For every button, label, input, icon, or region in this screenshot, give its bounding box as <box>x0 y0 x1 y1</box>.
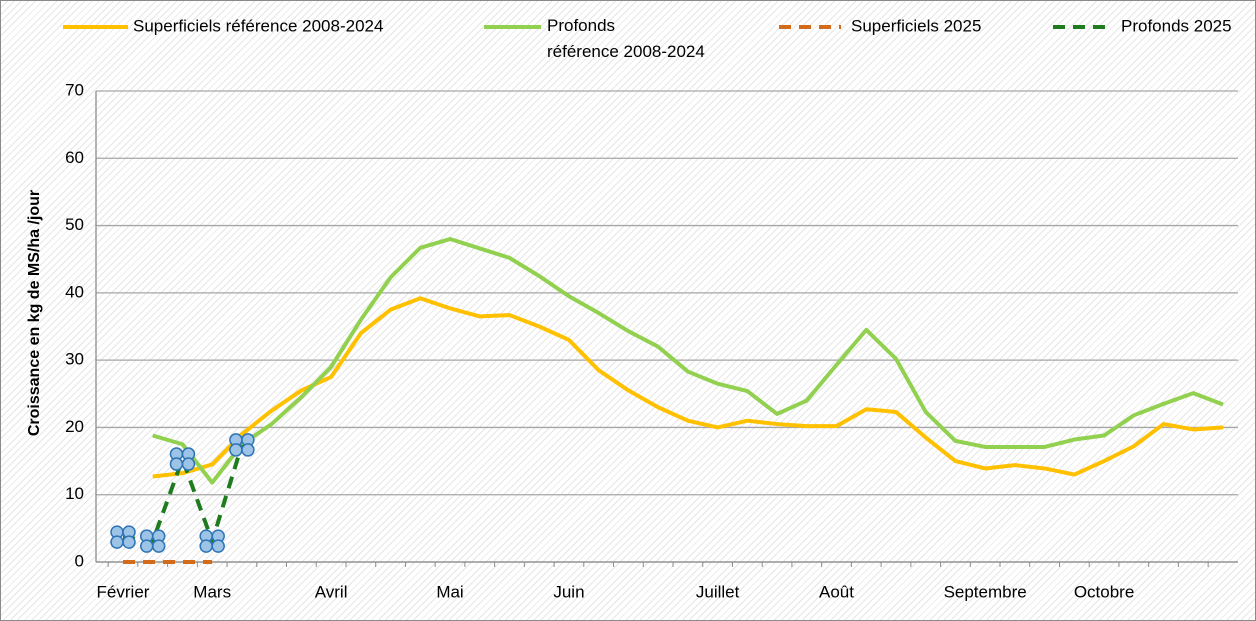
marker <box>199 529 225 553</box>
y-tick-label: 60 <box>65 148 84 167</box>
marker <box>169 447 196 471</box>
y-tick-label: 40 <box>65 282 84 301</box>
x-tick-label: Août <box>819 582 854 601</box>
legend-label: Superficiels 2025 <box>851 16 981 35</box>
marker-petal <box>229 443 243 457</box>
x-tick-label: Février <box>97 582 150 601</box>
y-tick-label: 50 <box>65 215 84 234</box>
x-tick-label: Octobre <box>1074 582 1134 601</box>
x-tick-label: Septembre <box>944 582 1027 601</box>
marker-petal <box>169 457 184 471</box>
marker-petal <box>110 535 124 549</box>
y-axis-title: Croissance en kg de MS/ha /jour <box>26 190 43 436</box>
series-line <box>122 444 244 544</box>
y-tick-label: 20 <box>65 417 84 436</box>
marker-petal <box>199 539 213 553</box>
marker-petal <box>122 535 136 549</box>
series-line <box>152 237 1224 485</box>
legend-label: Profonds 2025 <box>1121 16 1232 35</box>
y-tick-label: 10 <box>65 484 84 503</box>
y-tick-label: 30 <box>65 350 84 369</box>
legend-label: Superficiels référence 2008-2024 <box>133 16 383 35</box>
x-tick-label: Mai <box>436 582 463 601</box>
legend-label-line: Profonds <box>547 16 615 35</box>
x-tick-label: Juillet <box>696 582 740 601</box>
marker-petal <box>181 457 196 471</box>
legend-label-line: référence 2008-2024 <box>547 42 705 61</box>
x-tick-label: Juin <box>553 582 584 601</box>
y-tick-label: 0 <box>75 551 84 570</box>
marker-petal <box>241 443 255 457</box>
x-tick-label: Mars <box>193 582 231 601</box>
marker-petal <box>139 539 154 553</box>
y-tick-label: 70 <box>65 80 84 99</box>
x-tick-label: Avril <box>315 582 348 601</box>
marker <box>139 529 166 553</box>
series-line <box>152 296 1224 479</box>
marker-petal <box>211 539 225 553</box>
marker-petal <box>151 539 166 553</box>
legend-label: Profonds référence 2008-2024 <box>547 16 705 61</box>
marker <box>229 433 255 457</box>
marker <box>110 525 136 549</box>
